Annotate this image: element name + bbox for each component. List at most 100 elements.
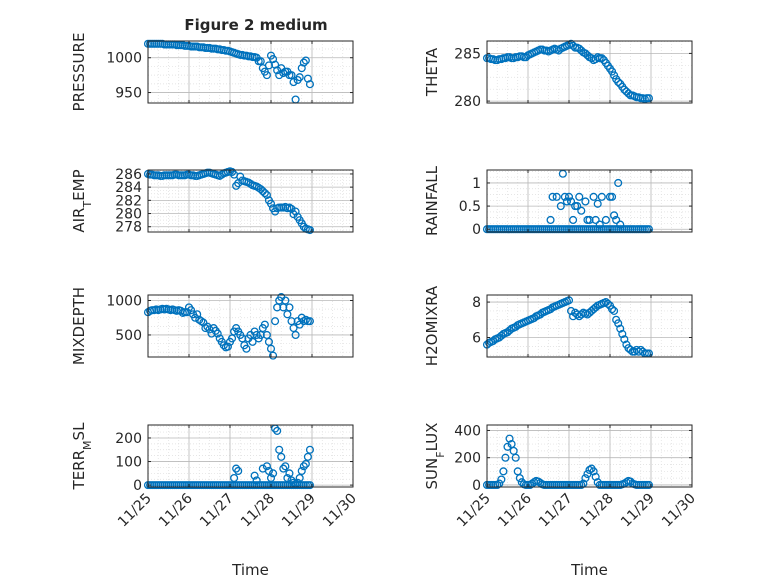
data-point-mixdepth xyxy=(281,296,290,305)
data-point-rainfall xyxy=(612,215,621,225)
data-point-rainfall xyxy=(577,206,586,215)
y-tick-label: 6 xyxy=(472,331,481,347)
x-axis-label: Time xyxy=(231,561,269,579)
axes-h2omixra: 6 8 H2OMIXRA xyxy=(423,285,693,366)
data-point-mixdepth xyxy=(268,351,278,360)
axes-box-terr_msl xyxy=(147,424,354,488)
data-point-mixdepth xyxy=(187,306,196,315)
y-tick-label: 0 xyxy=(472,478,481,494)
data-point-terr_msl xyxy=(262,462,271,471)
x-tick-label: 11/27 xyxy=(536,491,576,531)
y-tick-label: 200 xyxy=(115,431,142,447)
y-tick-label: 280 xyxy=(115,207,142,223)
axes-pressure: 950 1000 PRESSURE xyxy=(70,33,354,112)
data-point-rainfall xyxy=(601,215,610,225)
data-point-rainfall xyxy=(607,192,617,201)
data-point-mixdepth xyxy=(213,329,222,338)
data-point-h2omixra xyxy=(566,306,576,315)
data-point-terr_msl xyxy=(303,452,312,461)
x-tick-label: 11/25 xyxy=(115,491,155,531)
y-axis-label: SUNFLUX xyxy=(423,423,447,490)
data-point-sun_flux xyxy=(585,465,594,475)
axes-box-pressure xyxy=(147,40,354,104)
data-point-mixdepth xyxy=(271,317,280,326)
data-point-rainfall xyxy=(546,215,555,225)
data-point-h2omixra xyxy=(610,306,619,315)
y-axis-label: PRESSURE xyxy=(70,33,88,112)
data-point-mixdepth xyxy=(201,324,210,333)
data-point-rainfall xyxy=(552,192,561,201)
data-point-pressure xyxy=(275,71,284,80)
data-point-terr_msl xyxy=(285,469,294,478)
data-point-h2omixra xyxy=(614,319,623,328)
data-point-h2omixra xyxy=(618,329,627,339)
data-point-h2omixra xyxy=(497,331,506,340)
y-tick-label: 285 xyxy=(454,46,481,62)
y-tick-label: 8 xyxy=(472,295,481,311)
data-point-terr_msl xyxy=(297,466,306,476)
y-tick-label: 1000 xyxy=(106,51,142,67)
figure-title: Figure 2 medium xyxy=(184,16,327,34)
data-point-terr_msl xyxy=(275,445,284,454)
y-tick-label: 284 xyxy=(115,180,142,196)
data-point-mixdepth xyxy=(291,330,300,340)
data-point-pressure xyxy=(299,58,308,67)
data-point-rainfall xyxy=(560,192,569,201)
data-point-rainfall xyxy=(614,178,623,188)
data-point-sun_flux xyxy=(501,453,510,462)
data-point-pressure xyxy=(305,80,315,89)
data-point-air_temp xyxy=(305,225,315,235)
data-point-terr_msl xyxy=(252,476,261,485)
data-point-pressure xyxy=(289,78,298,87)
y-axis-label: H2OMIXRA xyxy=(423,285,441,366)
y-tick-label: 950 xyxy=(115,86,142,102)
y-tick-label: 280 xyxy=(454,94,481,110)
data-point-h2omixra xyxy=(616,324,625,333)
data-point-mixdepth xyxy=(242,344,251,353)
x-tick-label: 11/29 xyxy=(279,491,319,531)
x-tick-label: 11/30 xyxy=(659,491,699,531)
axes-sun_flux: 0 200 400 11/25 11/26 11/27 11/28 11/29 11/30 Tim… xyxy=(423,423,699,579)
data-point-terr_msl xyxy=(283,473,292,483)
x-tick-label: 11/25 xyxy=(454,491,494,531)
data-point-pressure xyxy=(295,73,304,82)
axes-box-sun_flux xyxy=(486,424,693,488)
data-point-terr_msl xyxy=(273,426,282,435)
data-point-air_temp xyxy=(299,222,308,231)
data-point-sun_flux xyxy=(515,474,524,483)
data-point-terr_msl xyxy=(305,445,315,454)
y-axis-label: MIXDEPTH xyxy=(70,287,88,365)
data-point-rainfall xyxy=(569,215,578,225)
data-point-terr_msl xyxy=(277,452,286,461)
x-tick-label: 11/29 xyxy=(618,491,658,531)
data-point-terr_msl xyxy=(232,464,241,473)
y-tick-label: 1 xyxy=(472,176,481,192)
data-point-terr_msl xyxy=(268,469,278,478)
data-point-h2omixra xyxy=(530,313,539,323)
y-tick-label: 286 xyxy=(115,167,142,183)
axes-box-h2omixra xyxy=(486,294,693,358)
y-tick-label: 400 xyxy=(454,423,481,439)
data-point-terr_msl xyxy=(295,473,304,483)
data-point-h2omixra xyxy=(607,305,617,314)
y-axis-label: RAINFALL xyxy=(423,165,441,236)
y-tick-label: 0 xyxy=(472,222,481,238)
axes-theta: 280 285 THETA xyxy=(423,39,693,110)
data-point-rainfall xyxy=(644,225,653,234)
data-point-rainfall xyxy=(556,202,565,211)
data-point-terr_msl xyxy=(264,466,274,476)
data-point-sun_flux xyxy=(511,453,520,462)
data-point-rainfall xyxy=(595,220,604,229)
data-point-sun_flux xyxy=(644,480,653,490)
y-axis-label: THETA xyxy=(423,47,441,97)
axes-box-air_temp xyxy=(147,169,354,233)
data-point-rainfall xyxy=(591,215,600,225)
data-point-theta xyxy=(614,77,623,87)
data-point-terr_msl xyxy=(234,466,243,476)
data-point-terr_msl xyxy=(293,478,302,487)
data-point-sun_flux xyxy=(499,467,508,476)
y-tick-label: 0 xyxy=(133,478,142,494)
data-point-h2omixra xyxy=(511,322,520,331)
data-point-mixdepth xyxy=(197,317,206,326)
